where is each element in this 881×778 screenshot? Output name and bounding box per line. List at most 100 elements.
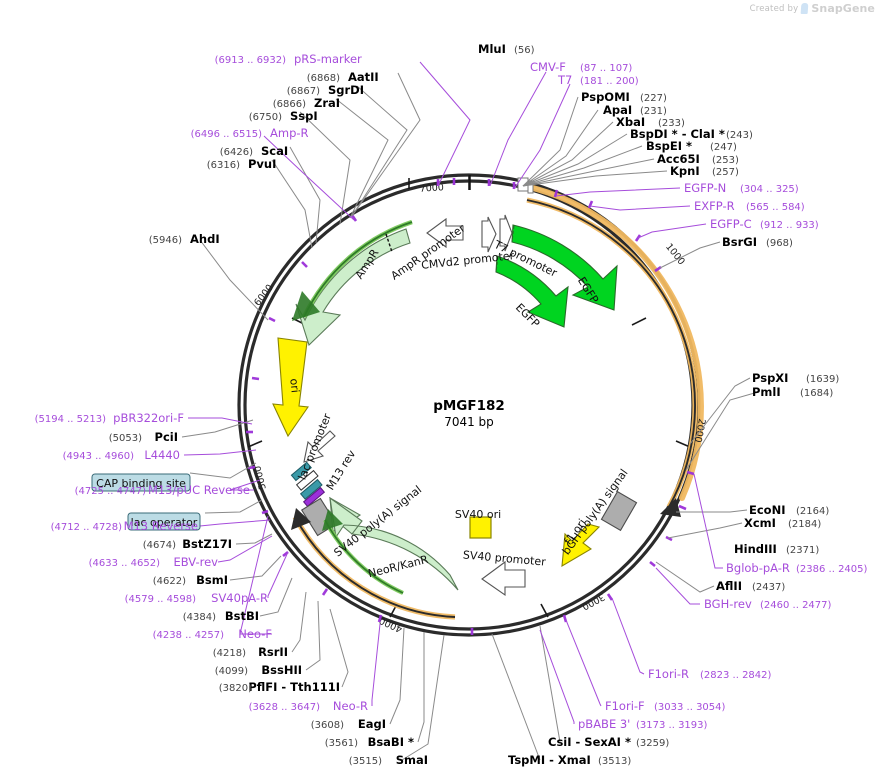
label-name-pmli: PmlI: [752, 385, 781, 399]
feature-label-ori: ori: [287, 378, 301, 394]
svg-text:(2371): (2371): [786, 545, 819, 556]
feature-bgh-polya-box: [600, 490, 638, 532]
label-name-pbabe-3: pBABE 3': [578, 717, 630, 731]
svg-text:AatII: AatII: [348, 70, 379, 84]
label-pos-bstz17i: (4674): [143, 540, 176, 551]
label-name-f1ori-r: F1ori-R: [648, 667, 689, 681]
label-pos-exfp-r: (565 .. 584): [746, 202, 805, 213]
svg-text:(3561): (3561): [325, 738, 358, 749]
label-name-apai: ApaI: [603, 103, 632, 117]
labels-top-left: (6913 .. 6932) pRS-marker (6868) AatII (…: [149, 52, 379, 246]
svg-text:(4579 .. 4598): (4579 .. 4598): [125, 594, 197, 605]
label-pos-hindiii: (2371): [786, 545, 819, 556]
svg-text:BspDI * - ClaI *: BspDI * - ClaI *: [630, 127, 725, 141]
svg-text:L4440: L4440: [144, 448, 180, 462]
label-name-egfp-c: EGFP-C: [710, 217, 752, 231]
svg-text:(5053): (5053): [109, 433, 142, 444]
label-pos-kpni: (257): [712, 167, 739, 178]
svg-text:(4099): (4099): [215, 666, 248, 677]
svg-text:PspXI: PspXI: [752, 371, 788, 385]
svg-text:(565 .. 584): (565 .. 584): [746, 202, 805, 213]
svg-text:pBABE 3': pBABE 3': [578, 717, 630, 731]
label-pos-sspi: (6750): [249, 112, 282, 123]
svg-text:(3515): (3515): [349, 756, 382, 767]
svg-text:SgrDI: SgrDI: [328, 83, 364, 97]
svg-text:(227): (227): [640, 93, 667, 104]
feature-egfp-outer: [511, 224, 618, 311]
feature-t7-promoter: [499, 214, 513, 252]
feature-f1-ori: [561, 523, 601, 568]
label-pos-bstbi: (4384): [183, 612, 216, 623]
label-name-pvui: PvuI: [248, 157, 276, 171]
label-pos-pspomi: (227): [640, 93, 667, 104]
label-pos-bspdi-clai: (243): [726, 130, 753, 141]
label-pos-rsrii: (4218): [213, 648, 246, 659]
label-pos-m13-puc-reverse: (4725 .. 4747): [75, 486, 147, 497]
svg-text:XbaI: XbaI: [616, 115, 645, 129]
tick-label-1000: 1000: [663, 242, 687, 268]
svg-text:(2823 .. 2842): (2823 .. 2842): [700, 670, 772, 681]
label-name-smai: SmaI: [396, 753, 428, 767]
site-marks: [246, 175, 695, 635]
feature-sv40-promoter: [481, 560, 526, 597]
snapgene-watermark: Created by SnapGene: [750, 2, 875, 15]
label-pos-neo-f: (4238 .. 4257): [153, 630, 225, 641]
label-name-ebv-rev: EBV-rev: [173, 555, 218, 569]
svg-text:T7: T7: [557, 73, 572, 87]
label-pos-bglob-pa-r: (2386 .. 2405): [796, 564, 868, 575]
label-pos-xcmi: (2184): [788, 519, 821, 530]
svg-text:(5946): (5946): [149, 235, 182, 246]
svg-text:(3820): (3820): [219, 683, 252, 694]
svg-text:AhdI: AhdI: [190, 232, 220, 246]
highlight-arc-orange-outer: [522, 183, 704, 501]
label-name-m13-puc-reverse: M13/pUC Reverse: [148, 483, 250, 497]
label-name-pcii: PciI: [155, 430, 178, 444]
svg-text:(4384): (4384): [183, 612, 216, 623]
label-name-pspomi: PspOMI: [581, 90, 630, 104]
svg-text:(2184): (2184): [788, 519, 821, 530]
label-name-rsrii: RsrII: [258, 645, 288, 659]
label-name-bstz17i: BstZ17I: [182, 537, 232, 551]
label-name-pspxi: PspXI: [752, 371, 788, 385]
svg-text:BstBI: BstBI: [225, 609, 259, 623]
svg-text:(912 .. 933): (912 .. 933): [760, 220, 819, 231]
svg-text:EagI: EagI: [358, 717, 386, 731]
feature-ampr: [292, 219, 413, 347]
svg-text:(304 .. 325): (304 .. 325): [740, 184, 799, 195]
label-name-bglob-pa-r: Bglob-pA-R: [726, 561, 790, 575]
label-name-hindiii: HindIII: [734, 542, 777, 556]
leader-lines: [181, 61, 759, 761]
label-pos-f1ori-r: (2823 .. 2842): [700, 670, 772, 681]
svg-text:XcmI: XcmI: [744, 516, 776, 530]
labels-bottom-right: F1ori-R (2823 .. 2842) F1ori-F (3033 .. …: [508, 667, 772, 767]
svg-text:CMV-F: CMV-F: [530, 60, 566, 74]
svg-text:(6868): (6868): [307, 73, 340, 84]
label-pos-econi: (2164): [796, 506, 829, 517]
svg-text:(56): (56): [514, 45, 535, 56]
svg-text:F1ori-R: F1ori-R: [648, 667, 689, 681]
svg-text:(4943 .. 4960): (4943 .. 4960): [63, 451, 135, 462]
svg-text:(4712 .. 4728): (4712 .. 4728): [51, 522, 123, 533]
label-pos-pbabe-3: (3173 .. 3193): [636, 720, 708, 731]
svg-text:(257): (257): [712, 167, 739, 178]
feature-label-neor-kanr: NeoR/KanR: [367, 553, 430, 581]
label-name-xbai: XbaI: [616, 115, 645, 129]
label-pos-scai: (6426): [220, 147, 253, 158]
label-name-sv40pa-r: SV40pA-R: [211, 591, 268, 605]
svg-text:(5194 .. 5213): (5194 .. 5213): [35, 414, 107, 425]
svg-text:(4238 .. 4257): (4238 .. 4257): [153, 630, 225, 641]
label-name-neo-f: Neo-F: [238, 627, 272, 641]
label-name-csii-sexai: CsiI - SexAI *: [548, 735, 631, 749]
label-pos-neo-r: (3628 .. 3647): [249, 702, 321, 713]
svg-text:Neo-F: Neo-F: [238, 627, 272, 641]
labels-top-right: MluI (56) CMV-F (87 .. 107) T7 (181 .. 2…: [478, 42, 819, 249]
feature-lac-promoter: [303, 430, 336, 463]
label-name-kpni: KpnI: [670, 164, 700, 178]
svg-text:(247): (247): [710, 142, 737, 153]
label-name-pflfi-tth111i: PflFI - Tth111I: [248, 680, 340, 694]
label-name-econi: EcoNI: [749, 503, 785, 517]
svg-text:Bglob-pA-R: Bglob-pA-R: [726, 561, 790, 575]
svg-text:(3259): (3259): [636, 738, 669, 749]
